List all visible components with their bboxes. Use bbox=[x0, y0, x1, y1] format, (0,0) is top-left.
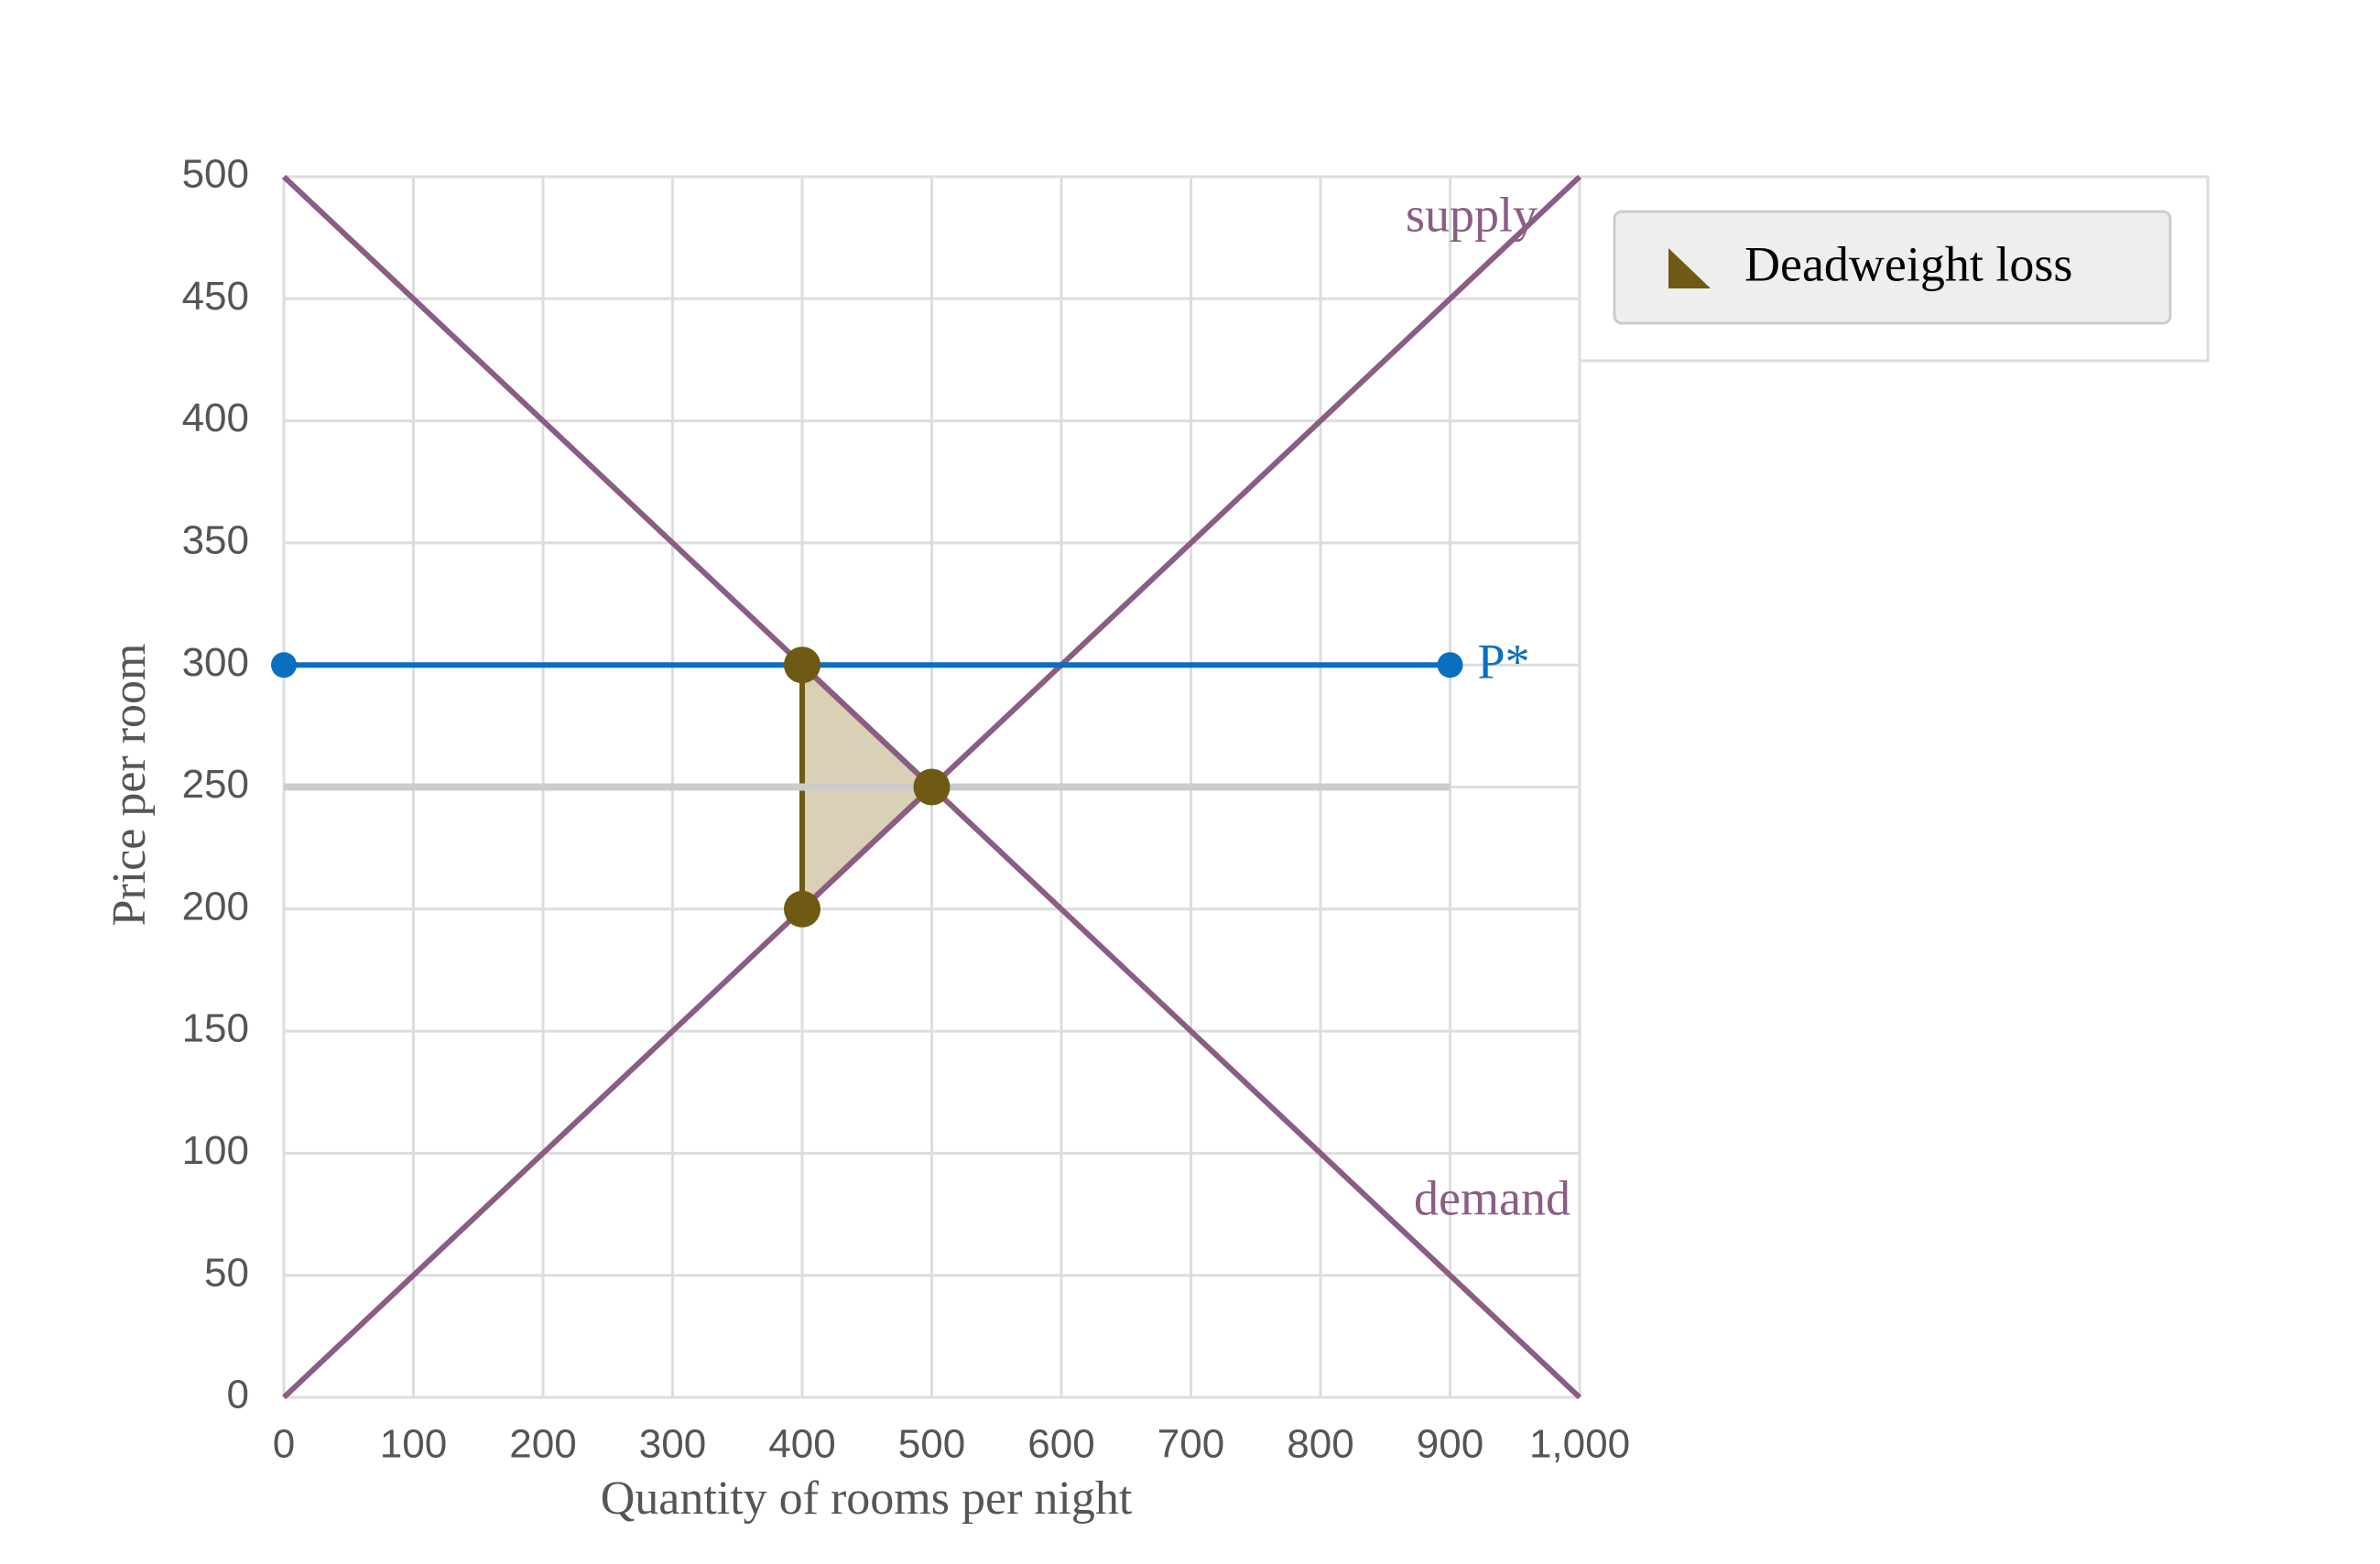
area-vertex bbox=[784, 890, 821, 928]
legend-label: Deadweight loss bbox=[1744, 236, 2072, 291]
x-tick-label: 300 bbox=[639, 1422, 706, 1467]
x-tick-label: 0 bbox=[273, 1422, 295, 1467]
legend-button bbox=[1613, 210, 2172, 325]
legend-icon bbox=[1668, 248, 1711, 288]
legend-entry[interactable]: Deadweight loss bbox=[1613, 210, 2172, 325]
y-tick-label: 450 bbox=[182, 274, 249, 319]
series-label: demand bbox=[1414, 1170, 1570, 1225]
series-label: P* bbox=[1478, 635, 1530, 690]
y-tick-label: 200 bbox=[182, 884, 249, 929]
x-tick-label: 600 bbox=[1027, 1422, 1094, 1467]
y-tick-label: 50 bbox=[204, 1250, 249, 1295]
area-vertex bbox=[784, 646, 821, 684]
x-tick-label: 200 bbox=[509, 1422, 576, 1467]
x-tick-label: 900 bbox=[1417, 1422, 1483, 1467]
y-tick-label: 100 bbox=[182, 1128, 249, 1173]
area-vertex bbox=[913, 768, 951, 806]
x-tick-label: 1,000 bbox=[1529, 1422, 1630, 1467]
x-tick-label: 700 bbox=[1157, 1422, 1224, 1467]
series-point bbox=[1437, 652, 1463, 679]
y-tick-label: 300 bbox=[182, 640, 249, 685]
series-point bbox=[271, 652, 297, 679]
x-tick-label: 800 bbox=[1287, 1422, 1353, 1467]
y-axis-title: Price per room bbox=[103, 643, 156, 926]
x-tick-label: 100 bbox=[380, 1422, 447, 1467]
y-tick-label: 250 bbox=[182, 762, 249, 807]
y-tick-label: 150 bbox=[182, 1006, 249, 1051]
x-tick-label: 500 bbox=[898, 1422, 965, 1467]
y-tick-label: 0 bbox=[227, 1373, 249, 1417]
y-tick-label: 500 bbox=[182, 152, 249, 197]
y-tick-label: 400 bbox=[182, 396, 249, 440]
x-axis-title: Quantity of rooms per night bbox=[601, 1472, 1133, 1525]
y-tick-label: 350 bbox=[182, 518, 249, 563]
x-tick-label: 400 bbox=[768, 1422, 835, 1467]
series-label: supply bbox=[1406, 187, 1538, 242]
